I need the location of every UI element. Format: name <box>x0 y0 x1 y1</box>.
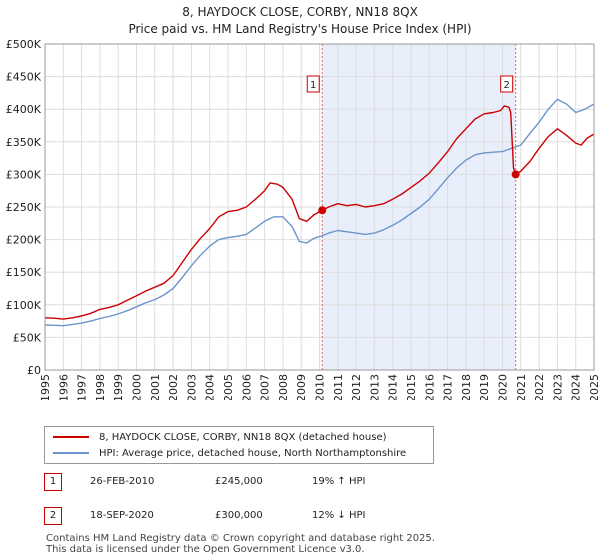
x-tick-label: 2019 <box>478 374 491 400</box>
legend-item-hpi: HPI: Average price, detached house, Nort… <box>53 445 406 461</box>
x-tick-label: 2007 <box>259 374 272 400</box>
grid-lines <box>44 43 595 371</box>
chart-title: 8, HAYDOCK CLOSE, CORBY, NN18 8QX <box>182 5 418 19</box>
transaction-badge: 2 <box>44 507 62 525</box>
x-tick-label: 2020 <box>497 374 510 400</box>
x-tick-label: 2023 <box>551 374 564 400</box>
chart-subtitle: Price paid vs. HM Land Registry's House … <box>128 22 472 36</box>
x-tick-label: 1999 <box>112 374 125 400</box>
hpi-line <box>44 98 595 327</box>
x-tick-label: 2016 <box>423 374 436 400</box>
y-tick-label: £50K <box>13 331 42 344</box>
x-tick-label: 2003 <box>185 374 198 400</box>
event-box <box>306 75 320 93</box>
series-lines <box>44 98 595 327</box>
legend: 8, HAYDOCK CLOSE, CORBY, NN18 8QX (detac… <box>44 426 434 464</box>
x-tick-label: 2018 <box>460 374 473 400</box>
plot-frame <box>44 43 595 371</box>
transaction-hpi-change: 12% ↓ HPI <box>312 510 366 521</box>
x-tick-label: 2011 <box>332 374 345 400</box>
property-price-line <box>44 105 595 320</box>
y-tick-label: £150K <box>6 266 42 279</box>
y-tick-label: £0 <box>27 364 41 377</box>
x-tick-label: 2004 <box>204 374 217 400</box>
transaction-hpi-change: 19% ↑ HPI <box>312 476 366 487</box>
sale-markers <box>318 170 520 215</box>
legend-line-property <box>53 436 89 438</box>
event-box <box>500 75 514 93</box>
legend-item-property: 8, HAYDOCK CLOSE, CORBY, NN18 8QX (detac… <box>53 429 387 445</box>
sale-point <box>511 170 520 179</box>
transaction-price: £245,000 <box>215 476 263 487</box>
legend-label-hpi: HPI: Average price, detached house, Nort… <box>99 447 407 459</box>
x-tick-label: 2021 <box>515 374 528 400</box>
x-tick-label: 2012 <box>350 374 363 400</box>
sale-point <box>318 206 327 215</box>
x-tick-label: 2001 <box>149 374 162 400</box>
x-tick-label: 2024 <box>570 374 583 400</box>
x-tick-label: 2022 <box>533 374 546 400</box>
y-tick-label: £200K <box>6 234 42 247</box>
x-tick-label: 2014 <box>387 374 400 400</box>
x-tick-label: 2000 <box>131 374 144 400</box>
x-tick-label: 1997 <box>76 374 89 400</box>
footer-copyright: Contains HM Land Registry data © Crown c… <box>46 533 435 544</box>
x-tick-label: 2015 <box>405 374 418 400</box>
x-tick-label: 1995 <box>39 374 52 400</box>
x-tick-label: 2010 <box>314 374 327 400</box>
x-tick-label: 2017 <box>442 374 455 400</box>
x-tick-label: 2013 <box>368 374 381 400</box>
x-tick-label: 2025 <box>588 374 600 400</box>
transaction-price: £300,000 <box>215 510 263 521</box>
y-axis-ticks: £0 £50K £100K £150K £200K £250K £300K £350K £400… <box>6 38 42 377</box>
y-tick-label: £300K <box>6 168 42 181</box>
transaction-date: 26-FEB-2010 <box>90 476 155 487</box>
y-tick-label: £250K <box>6 201 42 214</box>
x-tick-label: 2008 <box>277 374 290 400</box>
price-chart: £0 £50K £100K £150K £200K £250K £300K £350K £400… <box>6 38 600 400</box>
y-tick-label: £400K <box>6 103 42 116</box>
event-box-label: 2 <box>503 80 509 91</box>
x-tick-label: 1996 <box>57 374 70 400</box>
footer-licence: This data is licensed under the Open Gov… <box>46 544 365 555</box>
event-box-label: 1 <box>310 80 316 91</box>
y-tick-label: £100K <box>6 299 42 312</box>
transaction-badge: 1 <box>44 473 62 491</box>
x-tick-label: 2005 <box>222 374 235 400</box>
x-tick-label: 2002 <box>167 374 180 400</box>
legend-line-hpi <box>53 452 89 454</box>
y-tick-label: £350K <box>6 136 42 149</box>
x-tick-label: 2006 <box>240 374 253 400</box>
y-tick-label: £450K <box>6 71 42 84</box>
x-tick-label: 2009 <box>295 374 308 400</box>
transaction-date: 18-SEP-2020 <box>90 510 154 521</box>
legend-label-property: 8, HAYDOCK CLOSE, CORBY, NN18 8QX (detac… <box>99 431 387 443</box>
x-tick-label: 1998 <box>94 374 107 400</box>
x-axis-ticks: 1995 1996 1997 1998 1999 2000 2001 2002 2003 2004… <box>39 374 600 400</box>
y-tick-label: £500K <box>6 38 42 51</box>
